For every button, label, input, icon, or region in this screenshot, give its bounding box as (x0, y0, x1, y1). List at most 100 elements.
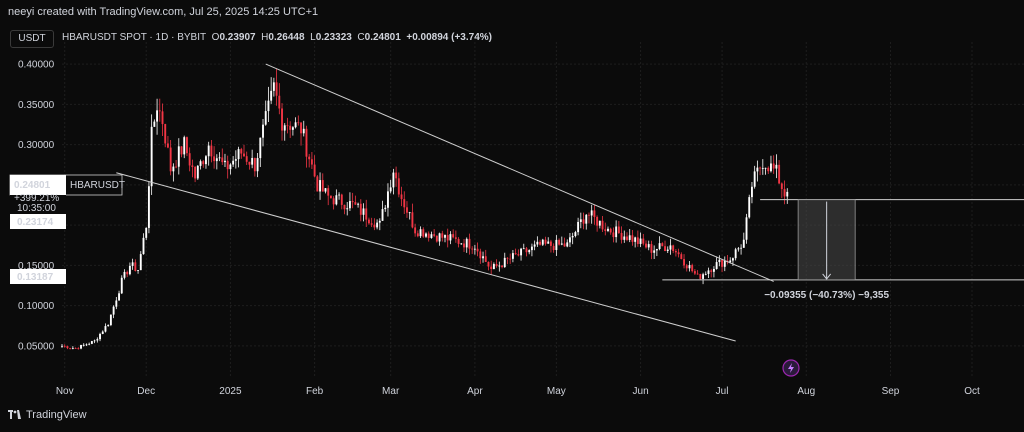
candle-body (267, 100, 270, 112)
candle-body (541, 239, 544, 245)
candle-body (441, 233, 444, 238)
candle-body (384, 207, 387, 210)
candle (721, 259, 724, 273)
candle (530, 243, 533, 257)
candle (639, 232, 642, 247)
candle-body (514, 253, 517, 255)
candle-body (623, 236, 626, 240)
candle-body (373, 224, 376, 228)
candle-body (650, 244, 653, 253)
candle (147, 181, 150, 234)
channel-lower-line (116, 172, 736, 342)
candle-body (446, 235, 449, 241)
candle (128, 262, 131, 276)
candle-body (544, 239, 547, 244)
candle (264, 100, 267, 126)
candle-body (745, 217, 748, 240)
candle-body (780, 183, 783, 190)
candle-body (313, 164, 316, 177)
candle (99, 332, 101, 342)
x-tick-label: 2025 (219, 386, 242, 397)
candle (253, 157, 256, 177)
candle (520, 247, 523, 261)
candle (704, 271, 707, 276)
candle-body (115, 300, 118, 307)
currency-button[interactable]: USDT (10, 30, 54, 48)
candle-body (715, 262, 718, 269)
candle (723, 256, 726, 272)
candle (664, 240, 666, 252)
candle (373, 218, 376, 231)
candle (433, 229, 436, 238)
candle (109, 314, 112, 327)
candle (77, 347, 80, 350)
candle (205, 155, 207, 169)
candle-body (158, 110, 161, 112)
candle (645, 240, 647, 249)
candle-body (99, 333, 101, 340)
candle (742, 232, 745, 248)
candle-body (473, 248, 476, 250)
candle-body (729, 260, 732, 263)
candle (194, 165, 197, 183)
candle-body (528, 250, 531, 253)
tradingview-brand[interactable]: TradingView (8, 409, 87, 421)
candle (308, 153, 311, 168)
candle (80, 344, 82, 350)
candle-body (598, 220, 601, 226)
candle (270, 77, 273, 104)
candle-body (234, 159, 237, 161)
candle-body (332, 198, 335, 205)
candle (560, 236, 563, 246)
candle-body (498, 265, 501, 267)
candle (783, 180, 786, 205)
candle-body (354, 202, 357, 205)
candle (631, 229, 634, 246)
candle (688, 260, 691, 272)
candle (164, 123, 167, 148)
x-tick-label: Apr (467, 386, 483, 397)
candle-body (243, 153, 245, 157)
candle (392, 168, 395, 195)
candle (468, 233, 471, 255)
x-tick-label: Feb (306, 386, 324, 397)
candle (126, 270, 129, 278)
candle-body (772, 163, 775, 169)
candle (482, 251, 484, 263)
candle (115, 296, 118, 310)
candle (142, 233, 145, 255)
candle-body (664, 246, 666, 252)
candle (196, 164, 199, 180)
candle (598, 220, 601, 229)
candle-body (321, 180, 324, 192)
candle-body (536, 241, 539, 245)
candle (199, 159, 202, 170)
x-tick-label: Jul (716, 386, 729, 397)
candle (256, 153, 259, 178)
candle-body (362, 208, 365, 215)
candle-body (224, 160, 226, 163)
candle-body (69, 348, 72, 349)
x-axis: Nov Dec 2025 Feb Mar Apr May Jun Jul Aug Sep Oct (56, 386, 980, 397)
candle (351, 192, 354, 209)
chart-credit: neeyi created with TradingView.com, Jul … (8, 6, 319, 18)
candle (677, 248, 680, 258)
candle-body (759, 167, 762, 169)
candle-body (213, 156, 216, 162)
candle-body (400, 194, 403, 200)
candle-body (647, 244, 650, 248)
candle-body (767, 167, 770, 172)
candle (430, 231, 433, 239)
candle-body (685, 265, 688, 269)
candle-body (479, 251, 482, 259)
brand-label: TradingView (26, 409, 87, 421)
candle (463, 238, 465, 252)
candle-body (563, 243, 566, 247)
candle (294, 117, 297, 129)
candle (786, 188, 789, 204)
candle-body (764, 167, 767, 169)
open-value: 0.23907 (219, 32, 256, 43)
candle-body (169, 147, 172, 172)
candle-body (120, 277, 123, 294)
